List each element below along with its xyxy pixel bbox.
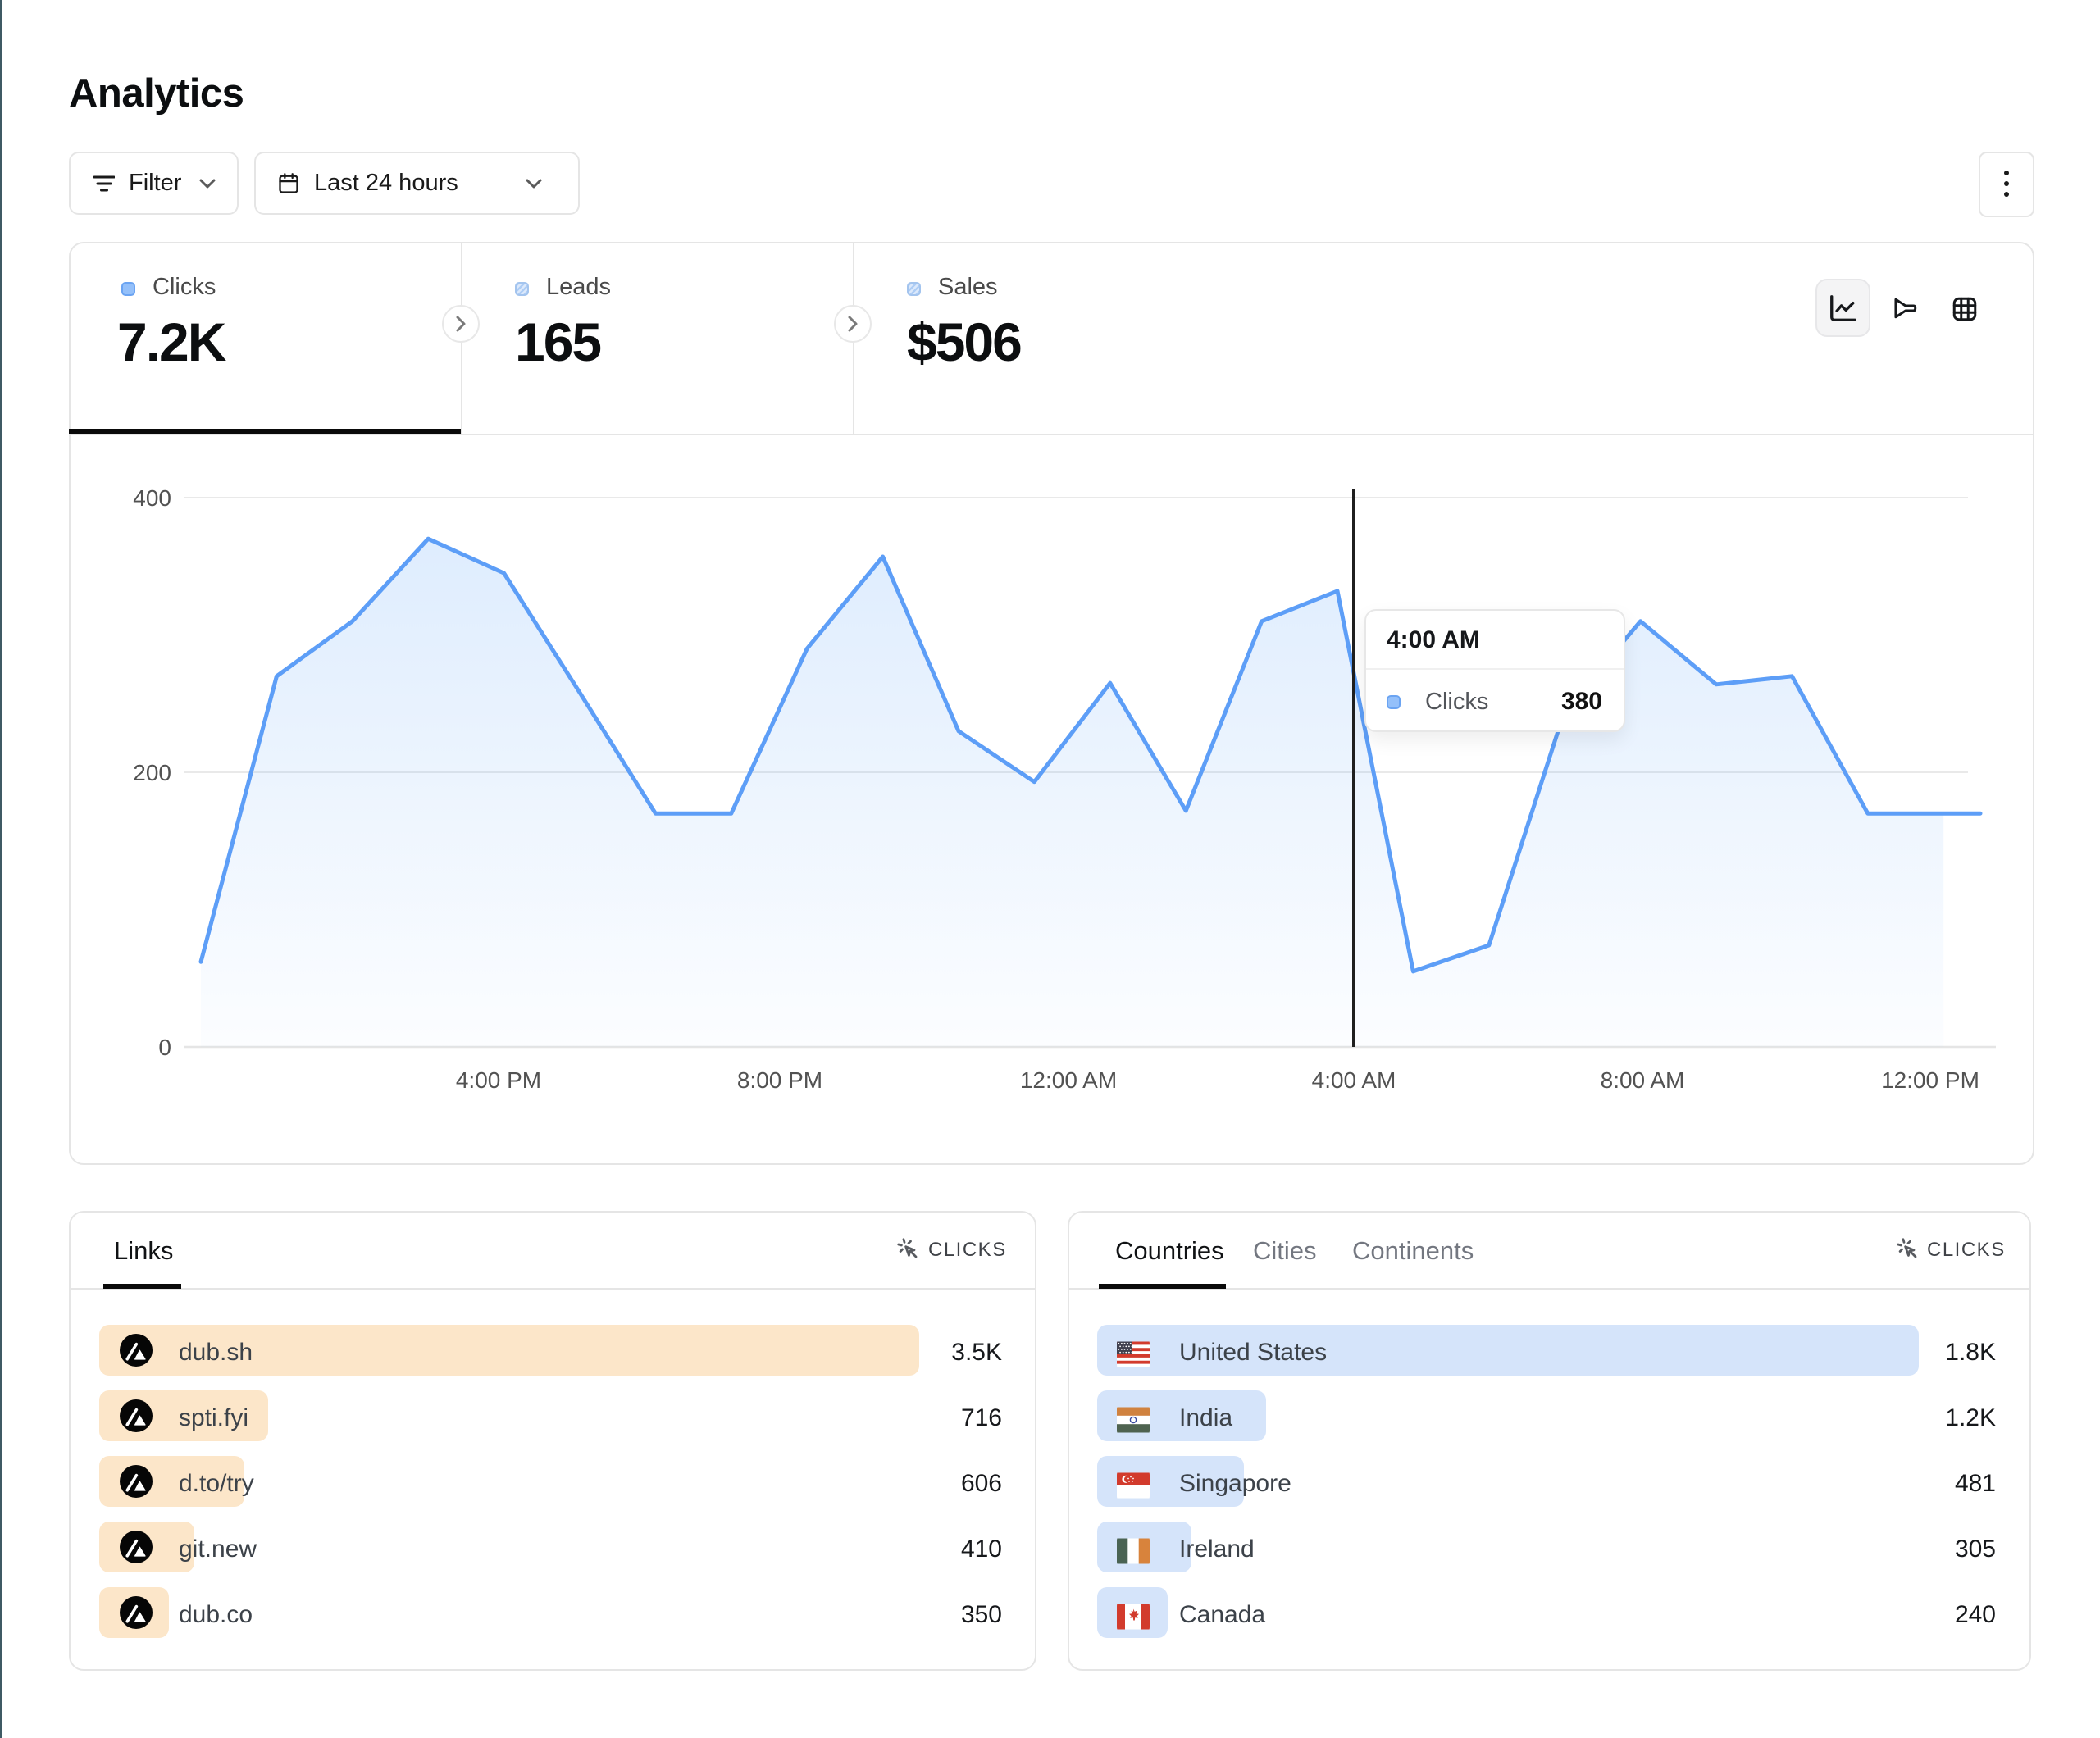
svg-text:200: 200 <box>133 760 171 785</box>
svg-text:8:00 AM: 8:00 AM <box>1601 1067 1685 1093</box>
svg-text:12:00 AM: 12:00 AM <box>1020 1067 1117 1093</box>
svg-text:0: 0 <box>158 1035 171 1060</box>
svg-text:8:00 PM: 8:00 PM <box>737 1067 822 1093</box>
svg-text:4:00 AM: 4:00 AM <box>1312 1067 1396 1093</box>
svg-text:12:00 PM: 12:00 PM <box>1881 1067 1979 1093</box>
svg-text:400: 400 <box>133 485 171 511</box>
svg-text:4:00 PM: 4:00 PM <box>456 1067 541 1093</box>
